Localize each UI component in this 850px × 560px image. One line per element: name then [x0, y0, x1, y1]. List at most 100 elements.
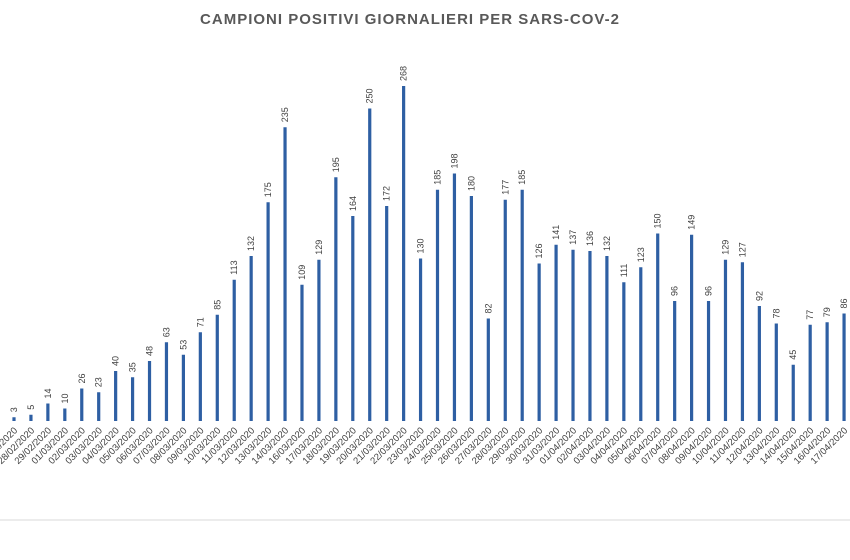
value-label: 185 — [433, 170, 443, 185]
bar — [402, 86, 406, 421]
bar — [97, 392, 101, 421]
bar — [605, 256, 609, 421]
bar — [791, 364, 795, 421]
value-label: 45 — [788, 350, 798, 360]
value-label: 150 — [653, 213, 663, 228]
value-label: 10 — [60, 393, 70, 403]
value-label: 268 — [399, 66, 409, 81]
bar — [622, 282, 626, 421]
value-label: 132 — [246, 236, 256, 251]
value-label: 136 — [585, 231, 595, 246]
value-label: 177 — [500, 180, 510, 195]
bar — [503, 199, 507, 421]
bar — [368, 108, 372, 421]
value-label: 180 — [466, 176, 476, 191]
bar — [757, 306, 761, 421]
bar — [774, 323, 778, 421]
bar — [147, 361, 152, 421]
value-label: 130 — [416, 238, 426, 253]
value-label: 23 — [94, 377, 104, 387]
bar — [673, 301, 677, 421]
value-label: 85 — [212, 300, 222, 310]
value-label: 78 — [771, 308, 781, 318]
bar — [842, 313, 846, 421]
bar — [690, 234, 694, 421]
value-label: 129 — [720, 240, 730, 255]
value-label: 26 — [77, 373, 87, 383]
value-label: 40 — [111, 356, 121, 366]
value-label: 109 — [297, 265, 307, 280]
value-label: 123 — [636, 247, 646, 262]
value-label: 71 — [195, 317, 205, 327]
value-label: 132 — [602, 236, 612, 251]
bar — [164, 342, 169, 421]
value-label: 126 — [534, 243, 544, 258]
bar — [283, 127, 287, 421]
bar — [63, 408, 67, 421]
value-label: 5 — [26, 405, 36, 410]
bar — [706, 301, 711, 421]
bar — [486, 318, 490, 421]
value-label: 86 — [839, 298, 849, 308]
bar — [723, 259, 728, 421]
value-label: 195 — [331, 157, 341, 172]
value-label: 164 — [348, 196, 358, 211]
bar — [249, 256, 253, 421]
value-label: 77 — [805, 310, 815, 320]
value-label: 127 — [737, 242, 747, 257]
bar — [46, 403, 50, 421]
value-label: 96 — [670, 286, 680, 296]
bar — [80, 388, 84, 421]
bar — [656, 233, 660, 421]
bar — [351, 216, 355, 421]
bar — [520, 189, 524, 421]
value-label: 35 — [128, 362, 138, 372]
bar — [317, 259, 321, 421]
bar — [469, 196, 473, 421]
bar — [825, 322, 829, 421]
bar — [385, 206, 389, 421]
value-label: 198 — [449, 153, 459, 168]
value-label: 141 — [551, 225, 561, 240]
bar — [537, 263, 541, 421]
bar — [266, 202, 270, 421]
chart-title: CAMPIONI POSITIVI GIORNALIERI PER SARS-C… — [200, 11, 620, 28]
bar — [554, 244, 558, 421]
bar — [300, 284, 304, 421]
value-label: 48 — [145, 346, 155, 356]
value-label: 82 — [483, 303, 493, 313]
value-label: 137 — [568, 230, 578, 245]
value-label: 3 — [9, 407, 19, 412]
value-label: 92 — [754, 291, 764, 301]
bar — [114, 371, 118, 421]
bar — [740, 262, 745, 421]
value-label: 175 — [263, 182, 273, 197]
value-label: 53 — [178, 340, 188, 350]
bar — [435, 189, 440, 421]
value-label: 235 — [280, 107, 290, 122]
bar — [418, 258, 423, 421]
bar — [808, 324, 812, 421]
value-label: 63 — [161, 327, 171, 337]
value-label: 185 — [517, 170, 527, 185]
bar — [181, 354, 185, 421]
value-label: 111 — [619, 264, 629, 278]
bar — [215, 314, 219, 421]
bar — [334, 177, 338, 421]
value-label: 14 — [43, 388, 53, 398]
value-label: 149 — [687, 215, 697, 230]
value-label: 129 — [314, 240, 324, 255]
value-label: 79 — [822, 307, 832, 317]
bar — [588, 251, 592, 421]
bar — [639, 267, 643, 421]
value-label: 113 — [229, 260, 239, 274]
bar — [232, 279, 236, 421]
value-label: 172 — [382, 186, 392, 201]
bar — [130, 377, 135, 421]
bar — [571, 249, 575, 421]
bar — [12, 417, 16, 421]
bar — [198, 332, 202, 421]
value-label: 250 — [365, 88, 375, 103]
